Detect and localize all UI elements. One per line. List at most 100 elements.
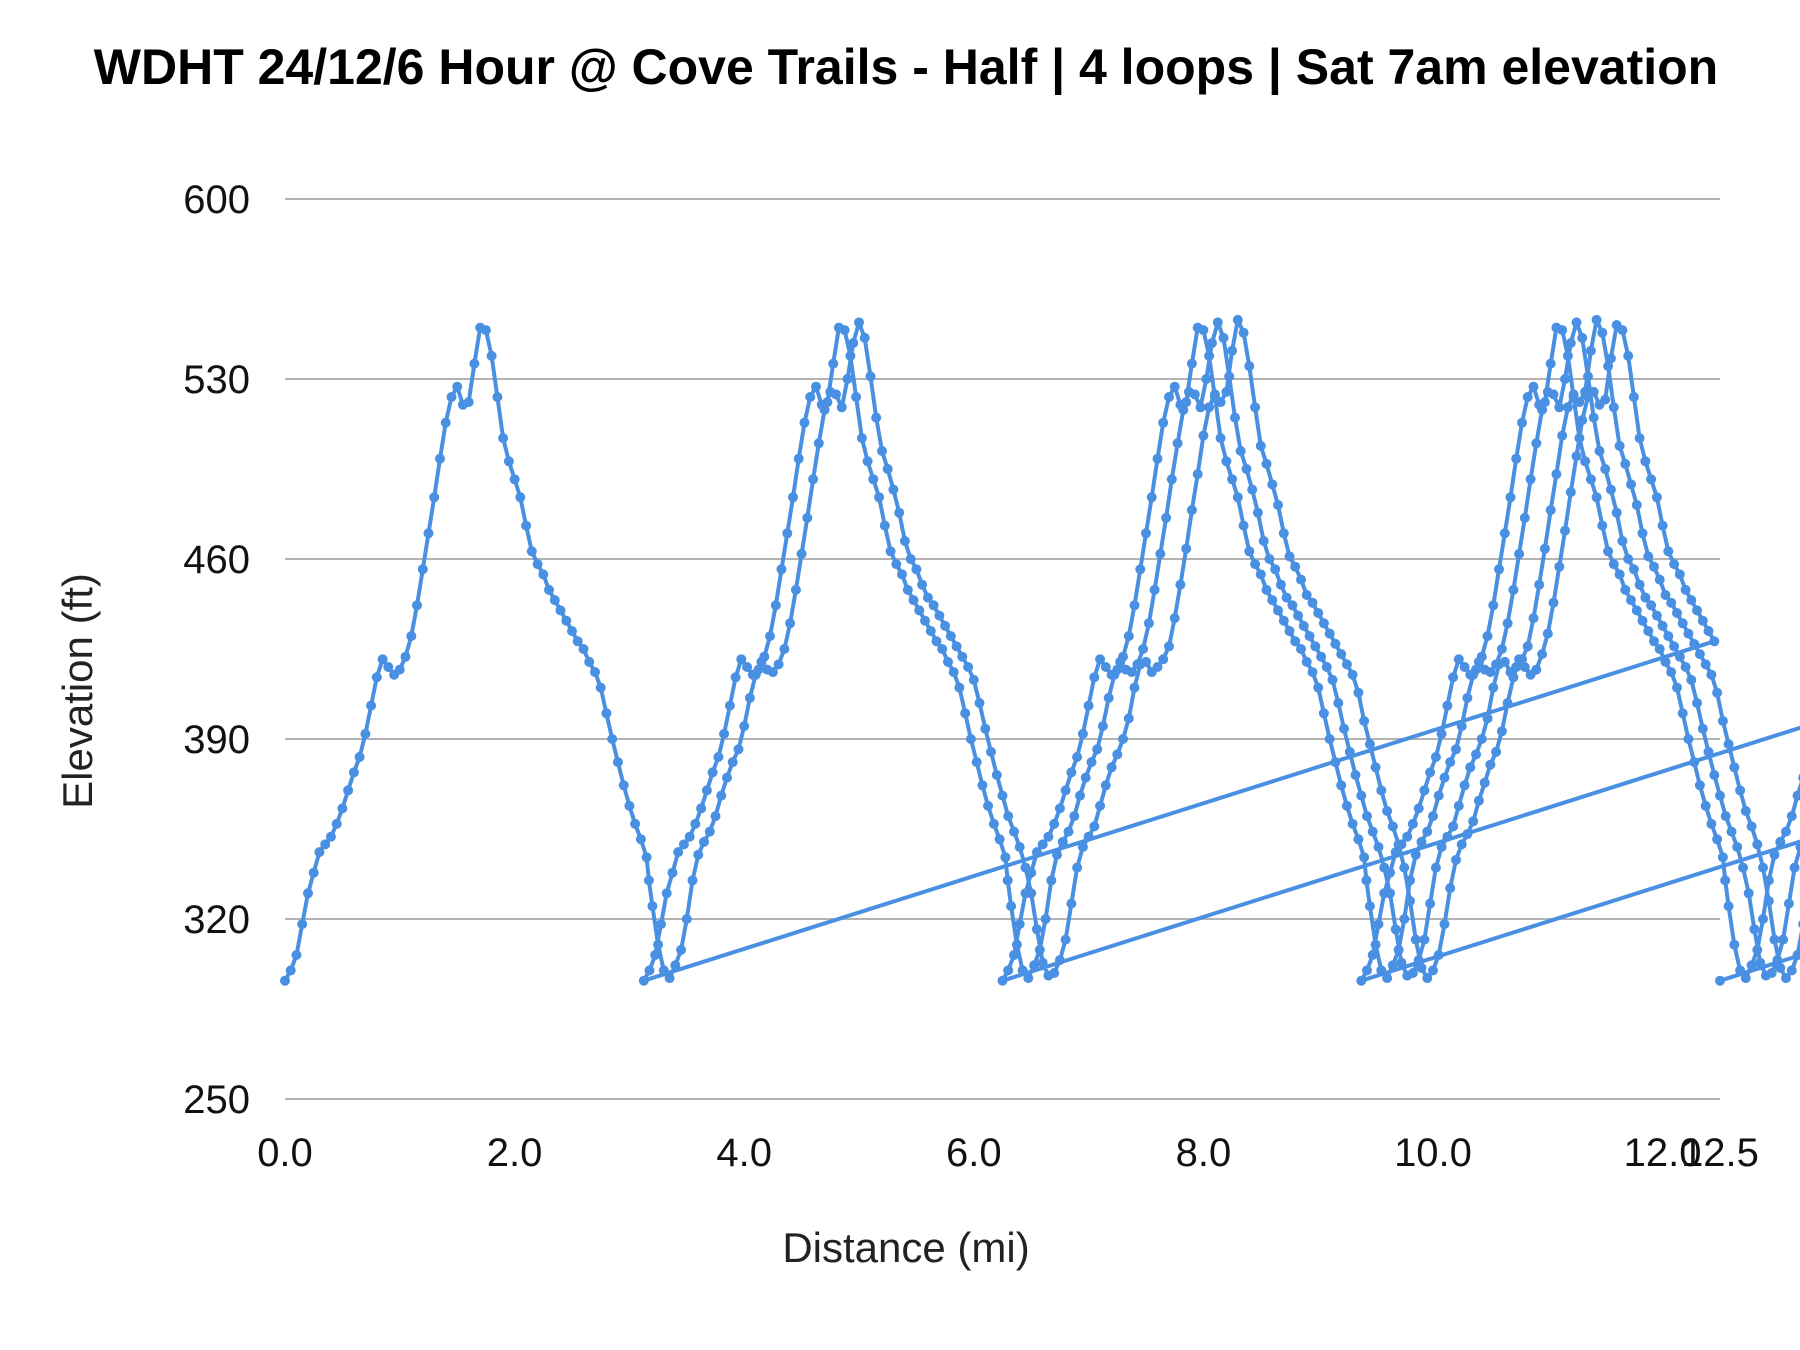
- elevation-point: [1275, 579, 1286, 590]
- elevation-point: [1232, 314, 1243, 325]
- elevation-markers: [280, 314, 1800, 986]
- elevation-point: [1422, 973, 1433, 984]
- elevation-point: [503, 456, 514, 467]
- elevation-point: [1152, 662, 1163, 672]
- elevation-point: [1330, 757, 1341, 768]
- elevation-point: [1548, 597, 1559, 608]
- elevation-point: [1580, 456, 1591, 467]
- y-axis-ticks: 600 530 460 390 320 250: [183, 178, 250, 1122]
- elevation-point: [1637, 615, 1648, 626]
- elevation-point: [469, 358, 480, 369]
- elevation-point: [1436, 842, 1447, 852]
- y-tick-label: 250: [183, 1078, 250, 1122]
- elevation-point: [1347, 818, 1358, 829]
- elevation-point: [463, 397, 474, 408]
- elevation-point: [1505, 492, 1516, 503]
- elevation-point: [1680, 584, 1691, 595]
- elevation-point: [1129, 600, 1140, 611]
- elevation-point: [1112, 749, 1123, 760]
- elevation-point: [1060, 934, 1071, 945]
- elevation-point: [882, 464, 893, 474]
- elevation-point: [1359, 716, 1370, 726]
- elevation-point: [1781, 973, 1791, 984]
- elevation-point: [1433, 950, 1444, 960]
- elevation-point: [865, 371, 876, 382]
- elevation-point: [1396, 957, 1407, 968]
- elevation-point: [1626, 595, 1636, 606]
- elevation-point: [1600, 464, 1611, 474]
- elevation-point: [885, 546, 896, 557]
- elevation-point: [785, 618, 796, 629]
- elevation-point: [1089, 821, 1100, 832]
- elevation-point: [788, 492, 798, 503]
- elevation-point: [1628, 564, 1639, 575]
- elevation-point: [435, 453, 445, 464]
- elevation-point: [1284, 551, 1295, 562]
- elevation-point: [1433, 790, 1444, 801]
- elevation-point: [1451, 744, 1461, 755]
- elevation-point: [664, 973, 675, 984]
- elevation-point: [1419, 934, 1430, 945]
- elevation-point: [567, 626, 577, 636]
- elevation-point: [526, 546, 537, 557]
- elevation-point: [1313, 608, 1324, 618]
- elevation-point: [1161, 512, 1172, 523]
- elevation-point: [1485, 759, 1496, 770]
- x-tick-label: 6.0: [946, 1131, 1002, 1175]
- elevation-point: [1215, 433, 1226, 444]
- elevation-point: [1778, 934, 1789, 945]
- elevation-point: [1247, 484, 1258, 495]
- elevation-point: [813, 438, 824, 449]
- elevation-point: [1428, 811, 1438, 822]
- elevation-point: [555, 605, 566, 616]
- elevation-point: [1040, 914, 1051, 924]
- y-tick-label: 530: [183, 358, 250, 402]
- elevation-point: [1717, 716, 1728, 726]
- elevation-point: [808, 474, 819, 485]
- elevation-point: [811, 381, 821, 392]
- elevation-point: [914, 605, 925, 616]
- elevation-point: [879, 520, 890, 531]
- elevation-point: [681, 914, 692, 924]
- elevation-point: [1663, 546, 1674, 557]
- elevation-point: [1318, 708, 1329, 719]
- elevation-point: [1092, 744, 1103, 755]
- elevation-point: [1235, 446, 1246, 456]
- elevation-point: [1588, 386, 1599, 397]
- elevation-point: [1267, 595, 1278, 606]
- elevation-point: [1591, 314, 1602, 325]
- elevation-point: [1126, 667, 1137, 678]
- elevation-point: [1694, 649, 1705, 660]
- elevation-point: [1646, 474, 1657, 485]
- elevation-point: [561, 615, 572, 626]
- elevation-point: [687, 875, 698, 886]
- elevation-point: [1149, 584, 1160, 595]
- elevation-point: [1738, 862, 1748, 873]
- elevation-point: [1471, 749, 1481, 760]
- x-tick-label: 12.0: [1624, 1131, 1702, 1175]
- elevation-point: [1562, 402, 1573, 413]
- elevation-point: [1683, 628, 1694, 639]
- elevation-point: [719, 728, 730, 739]
- elevation-point: [1649, 561, 1659, 572]
- elevation-point: [1758, 914, 1768, 924]
- elevation-point: [1095, 800, 1106, 811]
- elevation-point: [515, 492, 526, 503]
- elevation-point: [1367, 826, 1378, 837]
- elevation-point: [1097, 721, 1108, 732]
- elevation-point: [337, 803, 348, 814]
- elevation-point: [1491, 659, 1502, 670]
- elevation-point: [1640, 456, 1651, 467]
- elevation-point: [1362, 811, 1372, 822]
- elevation-point: [1043, 831, 1054, 842]
- elevation-point: [406, 631, 417, 642]
- elevation-point: [1123, 713, 1134, 724]
- elevation-point: [859, 332, 870, 343]
- elevation-point: [1694, 780, 1705, 791]
- elevation-point: [1763, 875, 1774, 886]
- elevation-point: [1626, 479, 1636, 490]
- elevation-point: [1436, 728, 1447, 739]
- elevation-point: [1451, 854, 1461, 865]
- elevation-point: [1209, 392, 1220, 402]
- elevation-point: [839, 325, 850, 336]
